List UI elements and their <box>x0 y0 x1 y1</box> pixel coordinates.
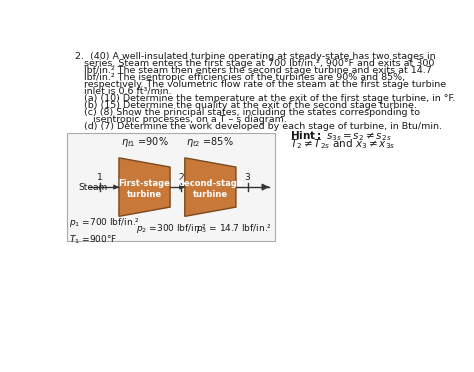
Text: Second-stage
turbine: Second-stage turbine <box>178 179 243 199</box>
Text: 2: 2 <box>178 173 184 182</box>
Text: $\eta_{t2}$ =85%: $\eta_{t2}$ =85% <box>186 135 234 148</box>
FancyBboxPatch shape <box>67 133 275 241</box>
Text: First-stage
turbine: First-stage turbine <box>118 179 171 199</box>
Text: Steam: Steam <box>79 183 108 192</box>
Text: lbf/in.² The isentropic efficiencies of the turbines are 90% and 85%,: lbf/in.² The isentropic efficiencies of … <box>84 73 405 82</box>
Text: (c) (8) Show the principal states, including the states corresponding to: (c) (8) Show the principal states, inclu… <box>84 108 420 117</box>
Text: $p_1$ =700 lbf/in.²
$T_1$ =900°F: $p_1$ =700 lbf/in.² $T_1$ =900°F <box>69 216 139 246</box>
Text: 2.  (40) A well-insulated turbine operating at steady-state has two stages in: 2. (40) A well-insulated turbine operati… <box>75 52 436 61</box>
Text: respectively. The volumetric flow rate of the steam at the first stage turbine: respectively. The volumetric flow rate o… <box>84 80 446 89</box>
Text: 1: 1 <box>97 173 102 182</box>
Text: (d) (7) Determine the work developed by each stage of turbine, in Btu/min.: (d) (7) Determine the work developed by … <box>84 122 442 131</box>
Polygon shape <box>185 158 236 217</box>
Polygon shape <box>119 158 170 217</box>
Text: inlet is 0.6 ft³/min.: inlet is 0.6 ft³/min. <box>84 87 172 96</box>
Text: (a) (10) Determine the temperature at the exit of the first stage turbine, in °F: (a) (10) Determine the temperature at th… <box>84 94 456 103</box>
Text: $p_3$ = 14.7 lbf/in.²: $p_3$ = 14.7 lbf/in.² <box>196 222 272 235</box>
Text: 3: 3 <box>245 173 250 182</box>
Text: isentropic processes, on a T – s diagram.: isentropic processes, on a T – s diagram… <box>93 115 287 124</box>
Text: lbf/in.² The steam then enters the second stage turbine and exits at 14.7: lbf/in.² The steam then enters the secon… <box>84 66 432 75</box>
Text: $\eta_{t1}$ =90%: $\eta_{t1}$ =90% <box>120 135 168 148</box>
Text: $T_2 \neq T_{2s}$ and $x_3 \neq x_{3s}$: $T_2 \neq T_{2s}$ and $x_3 \neq x_{3s}$ <box>290 137 395 151</box>
Text: series. Steam enters the first stage at 700 lbf/in.², 900°F and exits at 300: series. Steam enters the first stage at … <box>84 59 435 68</box>
Text: (b) (15) Determine the quality at the exit of the second stage turbine.: (b) (15) Determine the quality at the ex… <box>84 101 417 110</box>
Text: $p_2$ =300 lbf/in.²: $p_2$ =300 lbf/in.² <box>136 222 207 235</box>
Text: $\mathbf{Hint:}$ $s_{3s} = s_2 \neq s_{2s}$: $\mathbf{Hint:}$ $s_{3s} = s_2 \neq s_{2… <box>290 129 392 143</box>
